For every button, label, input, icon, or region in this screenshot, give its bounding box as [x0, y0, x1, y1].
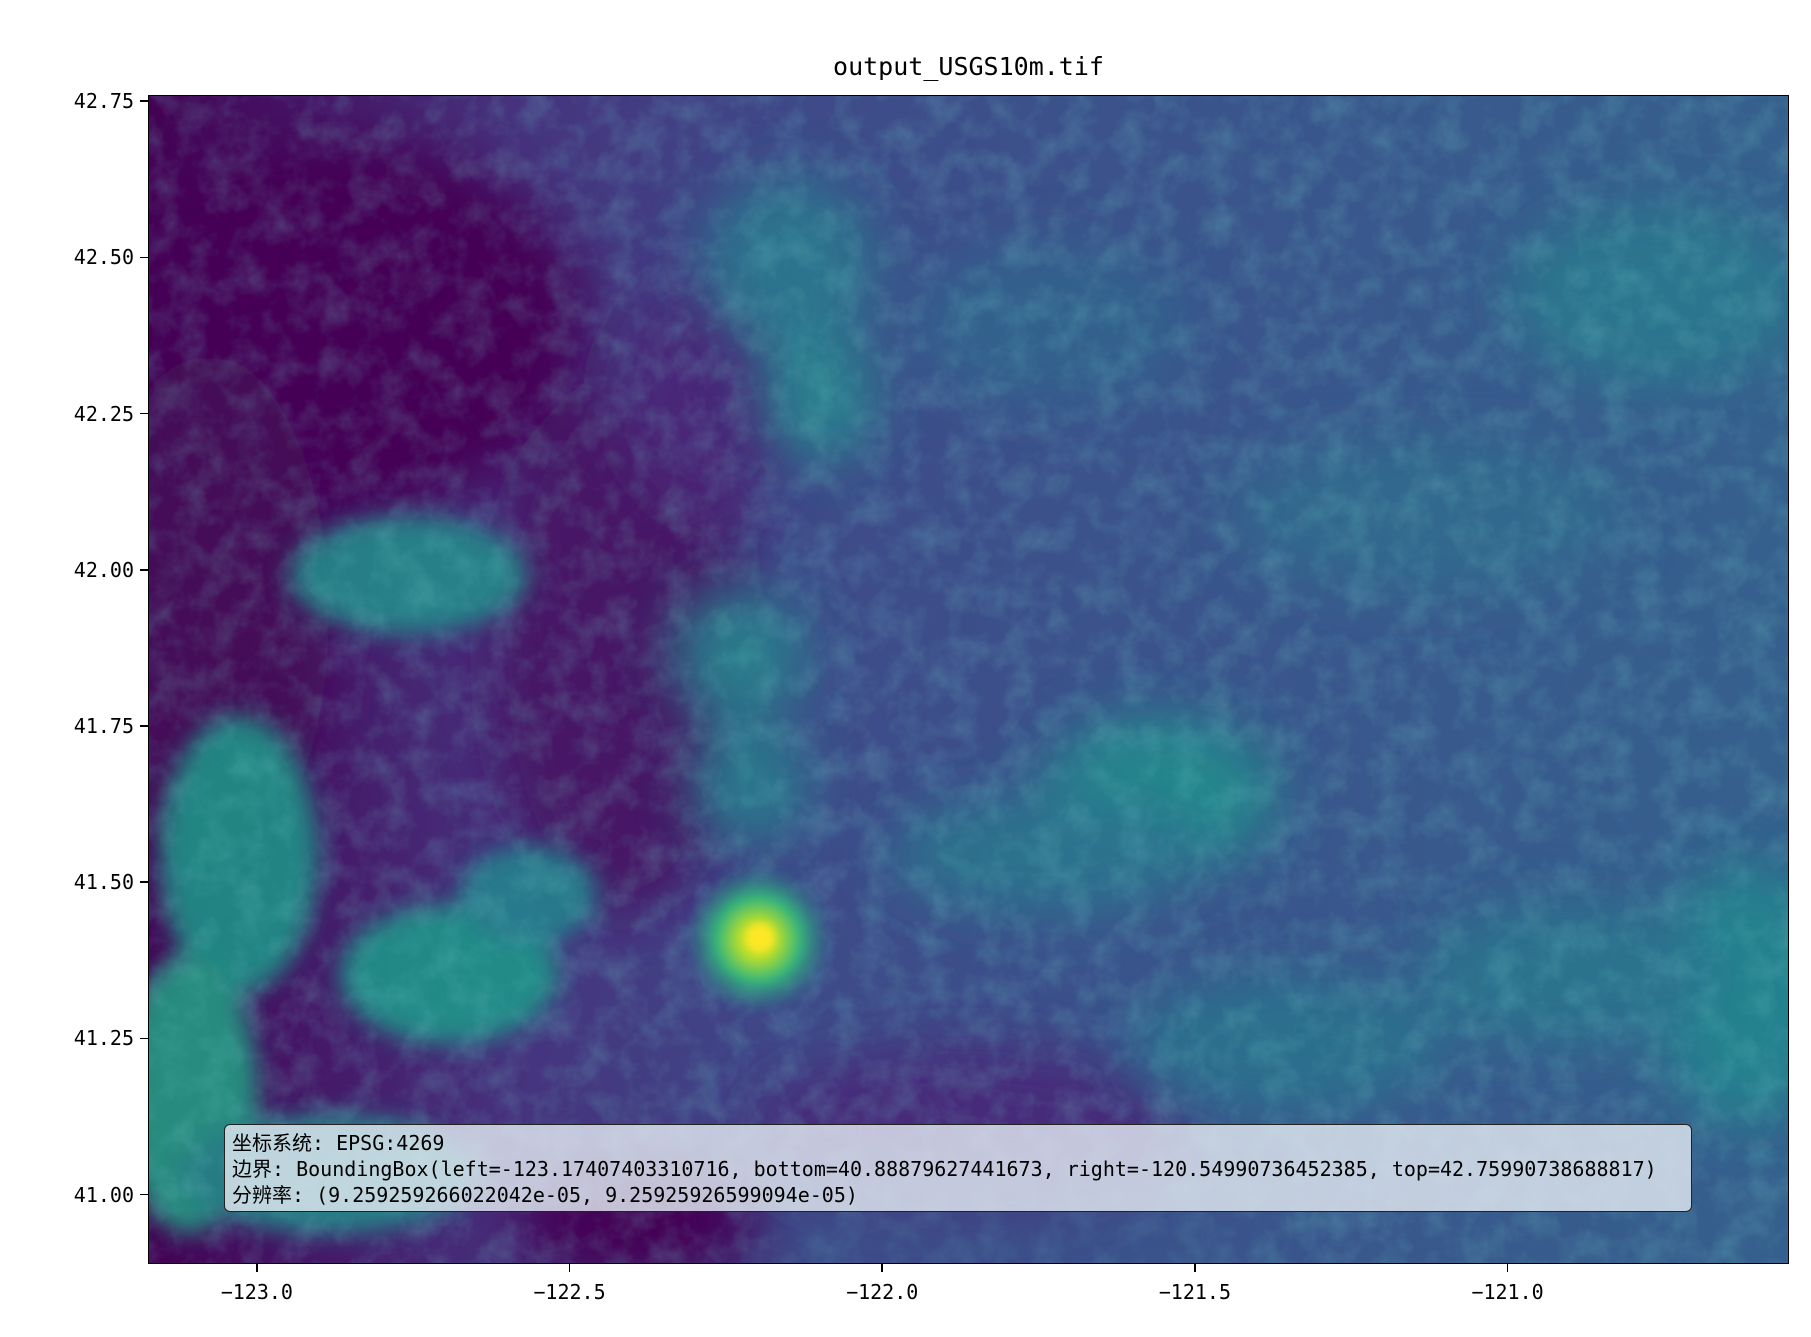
y-tick-label: 42.50	[73, 245, 134, 270]
y-tick-mark	[140, 569, 148, 571]
y-tick-mark	[140, 1037, 148, 1040]
y-tick-label: 41.50	[73, 870, 134, 895]
x-tick-label: −123.0	[220, 1280, 293, 1304]
crs-text: 坐标系统: EPSG:4269	[232, 1131, 445, 1155]
y-tick-mark	[140, 1193, 148, 1196]
x-tick-label: −122.5	[533, 1280, 606, 1304]
y-tick-mark	[140, 412, 148, 415]
x-tick-mark	[1194, 1264, 1196, 1272]
x-tick-mark	[1506, 1264, 1509, 1272]
y-tick-label: 41.75	[73, 713, 134, 738]
map-title: output_USGS10m.tif	[833, 52, 1104, 81]
y-tick-label: 42.25	[73, 401, 134, 426]
x-tick-label: −121.0	[1471, 1280, 1544, 1304]
y-tick-label: 42.75	[73, 89, 134, 114]
x-tick-mark	[568, 1264, 571, 1272]
y-tick-mark	[140, 881, 148, 883]
y-tick-mark	[140, 256, 148, 259]
elevation-raster	[149, 96, 1788, 1263]
x-tick-mark	[256, 1264, 258, 1272]
x-tick-label: −121.5	[1158, 1280, 1231, 1304]
peak-highlight	[683, 864, 834, 1015]
y-tick-mark	[140, 100, 148, 102]
terrain-texture	[149, 96, 1788, 1263]
y-tick-mark	[140, 725, 148, 727]
y-tick-label: 41.25	[73, 1026, 134, 1051]
x-tick-mark	[881, 1264, 883, 1272]
y-tick-label: 41.00	[73, 1182, 134, 1207]
x-tick-label: −122.0	[846, 1280, 919, 1304]
bounds-text: 边界: BoundingBox(left=-123.17407403310716…	[232, 1157, 1657, 1181]
metadata-info-box: 坐标系统: EPSG:4269 边界: BoundingBox(left=-12…	[224, 1124, 1692, 1212]
dem-raster-plot	[148, 95, 1789, 1264]
y-tick-label: 42.00	[73, 557, 134, 582]
resolution-text: 分辨率: (9.259259266022042e-05, 9.259259265…	[232, 1183, 858, 1207]
